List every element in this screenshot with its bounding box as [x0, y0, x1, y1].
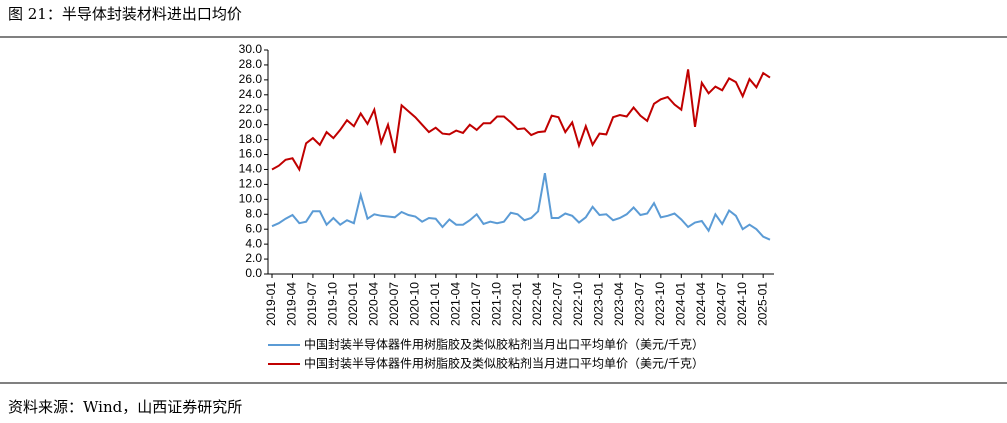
- x-tick-label: 2019-01: [264, 282, 278, 326]
- x-tick-label: 2019-07: [305, 282, 319, 326]
- x-tick-label: 2020-10: [407, 282, 421, 326]
- x-tick-label: 2023-07: [633, 282, 647, 326]
- x-tick-label: 2022-07: [551, 282, 565, 326]
- y-tick-label: 22.0: [239, 102, 263, 116]
- y-tick-label: 16.0: [239, 147, 263, 161]
- y-tick-label: 8.0: [245, 206, 262, 220]
- y-tick-label: 20.0: [239, 117, 263, 131]
- x-tick-label: 2025-01: [755, 282, 769, 326]
- y-tick-label: 12.0: [239, 177, 263, 191]
- legend-label: 中国封装半导体器件用树脂胶及类似胶粘剂当月出口平均单价（美元/千克）: [304, 337, 704, 352]
- x-tick-label: 2024-04: [694, 282, 708, 326]
- y-tick-label: 30.0: [239, 42, 263, 56]
- source: 资料来源：Wind，山西证券研究所: [8, 398, 242, 416]
- x-tick-label: 2024-01: [673, 282, 687, 326]
- x-tick-label: 2024-10: [735, 282, 749, 326]
- x-tick-label: 2023-01: [592, 282, 606, 326]
- x-tick-label: 2023-10: [653, 282, 667, 326]
- x-tick-label: 2021-10: [489, 282, 503, 326]
- x-tick-label: 2022-04: [530, 282, 544, 326]
- chart-title: 图 21：半导体封装材料进出口均价: [8, 5, 242, 23]
- x-tick-label: 2021-04: [448, 282, 462, 326]
- x-tick-label: 2022-01: [510, 282, 524, 326]
- series-line: [271, 69, 771, 173]
- x-tick-label: 2019-04: [285, 282, 299, 326]
- x-tick-label: 2021-07: [469, 282, 483, 326]
- y-tick-label: 14.0: [239, 162, 263, 176]
- y-tick-label: 4.0: [245, 236, 262, 250]
- x-tick-label: 2020-04: [367, 282, 381, 326]
- x-tick-label: 2022-10: [571, 282, 585, 326]
- x-tick-label: 2020-07: [387, 282, 401, 326]
- series-line: [271, 173, 771, 241]
- y-tick-label: 18.0: [239, 132, 263, 146]
- legend-label: 中国封装半导体器件用树脂胶及类似胶粘剂当月进口平均单价（美元/千克）: [304, 356, 704, 371]
- y-tick-label: 2.0: [245, 251, 262, 265]
- y-tick-label: 28.0: [239, 57, 263, 71]
- y-tick-label: 6.0: [245, 221, 262, 235]
- y-tick-label: 24.0: [239, 87, 263, 101]
- x-tick-label: 2020-01: [346, 282, 360, 326]
- x-tick-label: 2023-04: [612, 282, 626, 326]
- x-tick-label: 2019-10: [326, 282, 340, 326]
- y-tick-label: 10.0: [239, 192, 263, 206]
- y-tick-label: 0.0: [245, 266, 262, 280]
- y-tick-label: 26.0: [239, 72, 263, 86]
- x-tick-label: 2024-07: [714, 282, 728, 326]
- x-tick-label: 2021-01: [428, 282, 442, 326]
